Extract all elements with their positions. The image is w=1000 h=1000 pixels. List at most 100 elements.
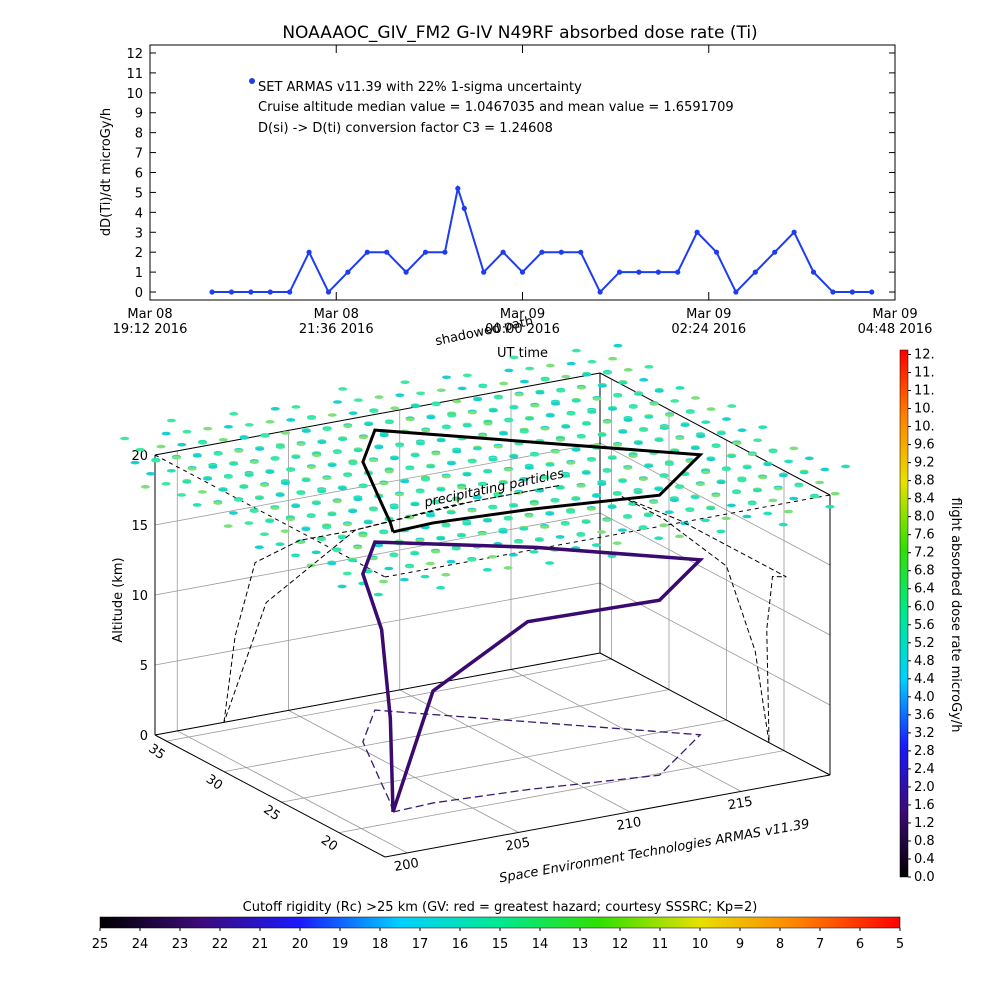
particle xyxy=(789,446,799,451)
particle xyxy=(623,418,633,422)
particle xyxy=(156,444,166,449)
particle xyxy=(234,449,244,453)
particle xyxy=(706,407,716,411)
particle xyxy=(644,415,654,419)
particle xyxy=(130,460,140,465)
data-point xyxy=(364,249,370,255)
particle xyxy=(618,479,628,483)
particle xyxy=(369,458,379,463)
particle xyxy=(633,441,643,445)
particle xyxy=(244,423,254,427)
particle xyxy=(618,430,628,434)
colorbar-tick-label: 10 xyxy=(692,937,709,952)
particle xyxy=(576,435,586,439)
particle xyxy=(198,441,208,445)
particle xyxy=(794,483,804,488)
particle xyxy=(420,574,430,579)
data-point xyxy=(500,249,506,255)
particle xyxy=(223,524,233,528)
colorbar-tick-label: 23 xyxy=(172,937,189,952)
particle xyxy=(654,536,664,541)
data-point xyxy=(655,269,661,275)
data-point xyxy=(345,269,351,275)
particle xyxy=(161,431,171,436)
y-tick-label: 4 xyxy=(135,206,143,221)
colorbar-tick-label: 11. xyxy=(914,366,935,381)
particle xyxy=(545,512,555,516)
particle xyxy=(421,428,431,433)
particle xyxy=(617,528,627,532)
particle xyxy=(690,495,700,500)
particle xyxy=(659,426,669,430)
grid-line xyxy=(223,689,670,772)
colorbar-tick-label: 12 xyxy=(612,937,629,952)
colorbar-tick-label: 2.0 xyxy=(914,780,935,795)
particle xyxy=(421,477,431,482)
particle xyxy=(555,486,565,490)
data-point xyxy=(752,269,758,275)
colorbar-tick-label: 12. xyxy=(914,348,935,363)
particle xyxy=(390,406,400,411)
particle xyxy=(244,473,254,477)
particle xyxy=(483,518,493,523)
annotation: D(si) -> D(ti) conversion factor C3 = 1.… xyxy=(258,121,553,136)
particle xyxy=(353,545,363,550)
particle xyxy=(530,453,540,457)
particle xyxy=(260,483,270,487)
particle xyxy=(530,403,540,408)
particle xyxy=(696,434,706,439)
particle xyxy=(415,538,425,543)
particle xyxy=(706,457,716,462)
grid-line xyxy=(599,512,831,636)
particle xyxy=(177,493,187,497)
data-point xyxy=(772,249,778,255)
particle xyxy=(623,368,633,372)
legend-label: SET ARMAS v11.39 with 22% 1-sigma uncert… xyxy=(258,80,582,95)
particle xyxy=(343,424,353,428)
particle xyxy=(592,494,602,498)
axis-edge xyxy=(154,454,386,578)
particle xyxy=(306,563,316,568)
particle xyxy=(332,450,342,455)
particle xyxy=(603,371,613,375)
particle xyxy=(587,458,597,462)
colorbar xyxy=(99,916,901,929)
x-tick-label: Mar 09 04:48 2016 xyxy=(858,307,933,337)
axis-edge xyxy=(384,494,831,578)
particle xyxy=(711,444,721,449)
particle xyxy=(353,448,363,453)
particle xyxy=(390,456,399,461)
particle xyxy=(436,585,446,590)
particle xyxy=(732,490,742,495)
particle xyxy=(556,438,566,442)
particle xyxy=(841,464,851,469)
particle xyxy=(768,498,778,503)
particle xyxy=(664,510,674,514)
particle xyxy=(291,504,301,509)
particle xyxy=(722,417,731,421)
data-point xyxy=(636,269,642,275)
particle xyxy=(337,584,347,589)
particle xyxy=(338,437,348,441)
particle xyxy=(244,521,254,525)
particle xyxy=(509,405,519,410)
particle xyxy=(338,387,348,391)
particle xyxy=(317,440,327,445)
particle xyxy=(535,390,545,395)
particle xyxy=(675,485,685,490)
particle xyxy=(467,558,477,562)
particle xyxy=(389,553,399,558)
particle xyxy=(628,454,638,458)
particle xyxy=(363,520,373,525)
particle xyxy=(742,465,752,470)
particle xyxy=(566,510,576,514)
grid-line xyxy=(154,582,601,666)
particle xyxy=(467,508,477,513)
y-tick-label: 10 xyxy=(126,87,143,102)
colorbar-tick-label: 15 xyxy=(492,937,509,952)
data-point xyxy=(558,249,564,255)
particle xyxy=(275,445,285,449)
particle xyxy=(659,474,669,478)
particle xyxy=(540,426,550,431)
